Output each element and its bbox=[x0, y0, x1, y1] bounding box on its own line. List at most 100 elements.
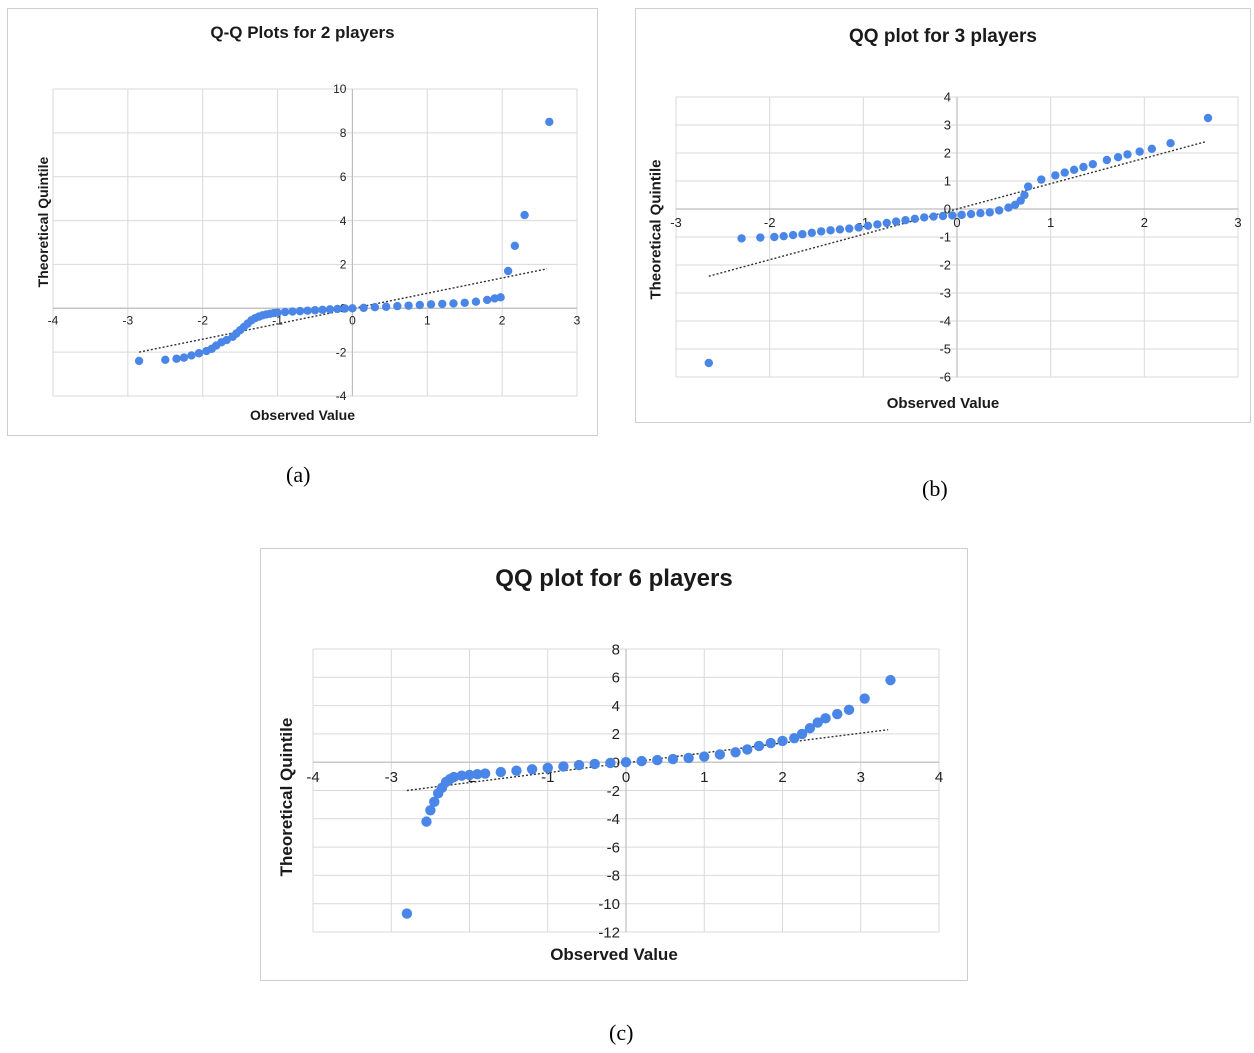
data-point bbox=[832, 708, 843, 720]
data-point bbox=[1079, 162, 1088, 172]
data-point bbox=[464, 769, 475, 781]
data-point bbox=[843, 704, 855, 716]
data-point bbox=[340, 304, 350, 313]
x-axis-label: Observed Value bbox=[550, 945, 678, 964]
data-point bbox=[1088, 160, 1098, 169]
caption-a: (a) bbox=[286, 462, 311, 487]
y-tick-label: -4 bbox=[336, 389, 347, 403]
data-point bbox=[172, 354, 181, 363]
data-point bbox=[179, 353, 189, 362]
y-tick-label: -4 bbox=[607, 811, 620, 828]
trendline bbox=[406, 728, 889, 792]
data-point bbox=[429, 796, 440, 808]
data-point bbox=[1203, 113, 1213, 123]
y-tick-label: 8 bbox=[340, 126, 347, 140]
data-point bbox=[667, 753, 679, 765]
chart-title: Q-Q Plots for 2 players bbox=[210, 23, 395, 42]
data-point bbox=[652, 754, 663, 766]
data-point bbox=[472, 769, 483, 780]
y-tick-label: 4 bbox=[612, 698, 620, 715]
data-point bbox=[704, 358, 713, 368]
x-tick-label: -3 bbox=[385, 769, 398, 786]
chart-title: QQ plot for 3 players bbox=[849, 26, 1037, 47]
data-point bbox=[421, 816, 432, 827]
data-point bbox=[742, 744, 753, 755]
chart-panel-b: QQ plot for 3 players -3 -2 -1 0 1 2 3 -6 -5 -4 -3… bbox=[635, 8, 1251, 423]
data-point bbox=[699, 751, 710, 762]
data-point bbox=[845, 224, 854, 233]
y-tick-label: 1 bbox=[944, 174, 951, 189]
data-point bbox=[511, 765, 522, 776]
caption-b: (b) bbox=[922, 476, 948, 501]
data-point bbox=[873, 220, 882, 229]
chart-panel-a: Q-Q Plots for 2 players -4 -3 -2 -1 0 1 2 3 -4 -2… bbox=[7, 8, 598, 436]
data-point bbox=[938, 211, 948, 221]
x-tick-label: 1 bbox=[424, 313, 431, 327]
x-tick-label: -1 bbox=[541, 769, 554, 786]
data-point bbox=[1060, 168, 1069, 177]
data-point bbox=[636, 755, 647, 767]
data-point bbox=[891, 217, 901, 226]
chart-panel-c: QQ plot for 6 players -4-3-2-101234-12-1… bbox=[260, 548, 968, 981]
data-point bbox=[381, 302, 391, 311]
data-point bbox=[1147, 144, 1157, 153]
data-point bbox=[496, 293, 505, 302]
x-tick-label: 0 bbox=[349, 313, 356, 327]
data-point bbox=[863, 221, 873, 230]
data-point bbox=[910, 214, 920, 223]
y-tick-label: 10 bbox=[333, 82, 347, 96]
data-point bbox=[425, 805, 436, 816]
y-tick-label: -2 bbox=[607, 783, 620, 800]
data-point bbox=[885, 674, 896, 686]
data-point bbox=[479, 768, 491, 779]
data-point bbox=[948, 211, 957, 220]
data-point bbox=[545, 117, 554, 127]
y-axis-label: Theoretical Quintile bbox=[277, 717, 296, 877]
data-point bbox=[1023, 182, 1033, 191]
data-point bbox=[770, 232, 779, 242]
data-point bbox=[1135, 147, 1144, 156]
y-tick-label: -8 bbox=[607, 868, 620, 885]
data-point bbox=[966, 209, 976, 219]
data-point bbox=[456, 770, 467, 781]
data-point bbox=[779, 231, 788, 241]
data-point bbox=[714, 749, 726, 760]
data-point bbox=[161, 355, 170, 365]
x-axis-label: Observed Value bbox=[249, 407, 356, 423]
x-tick-label: 2 bbox=[499, 313, 506, 327]
data-point bbox=[788, 230, 798, 240]
data-point bbox=[1004, 203, 1013, 212]
data-point bbox=[503, 266, 513, 276]
data-point bbox=[401, 908, 413, 919]
data-point bbox=[134, 356, 144, 366]
x-tick-label: 3 bbox=[1234, 215, 1241, 230]
y-tick-label: -5 bbox=[939, 342, 951, 357]
y-tick-label: -2 bbox=[939, 258, 951, 273]
x-tick-label: -3 bbox=[123, 313, 134, 327]
data-point bbox=[318, 305, 327, 315]
data-point bbox=[449, 299, 458, 308]
data-point bbox=[438, 299, 447, 309]
data-point bbox=[589, 758, 600, 770]
y-tick-label: -3 bbox=[939, 286, 951, 301]
data-point bbox=[426, 300, 436, 309]
x-tick-label: 2 bbox=[1141, 215, 1148, 230]
x-axis-label: Observed Value bbox=[886, 395, 1000, 412]
x-tick-label: -4 bbox=[306, 769, 319, 786]
data-point bbox=[295, 306, 305, 316]
y-tick-label: 4 bbox=[340, 214, 347, 228]
data-point bbox=[835, 225, 845, 234]
y-tick-label: -10 bbox=[598, 896, 620, 913]
data-point bbox=[882, 218, 891, 228]
data-point bbox=[1020, 190, 1029, 200]
x-tick-label: 0 bbox=[622, 769, 630, 786]
data-point bbox=[789, 732, 800, 744]
y-tick-label: 6 bbox=[340, 170, 347, 184]
y-tick-label: -6 bbox=[939, 370, 951, 385]
data-point bbox=[859, 693, 870, 704]
data-point bbox=[471, 297, 481, 306]
y-tick-label: 0 bbox=[944, 202, 951, 217]
x-tick-label: -2 bbox=[764, 215, 776, 230]
